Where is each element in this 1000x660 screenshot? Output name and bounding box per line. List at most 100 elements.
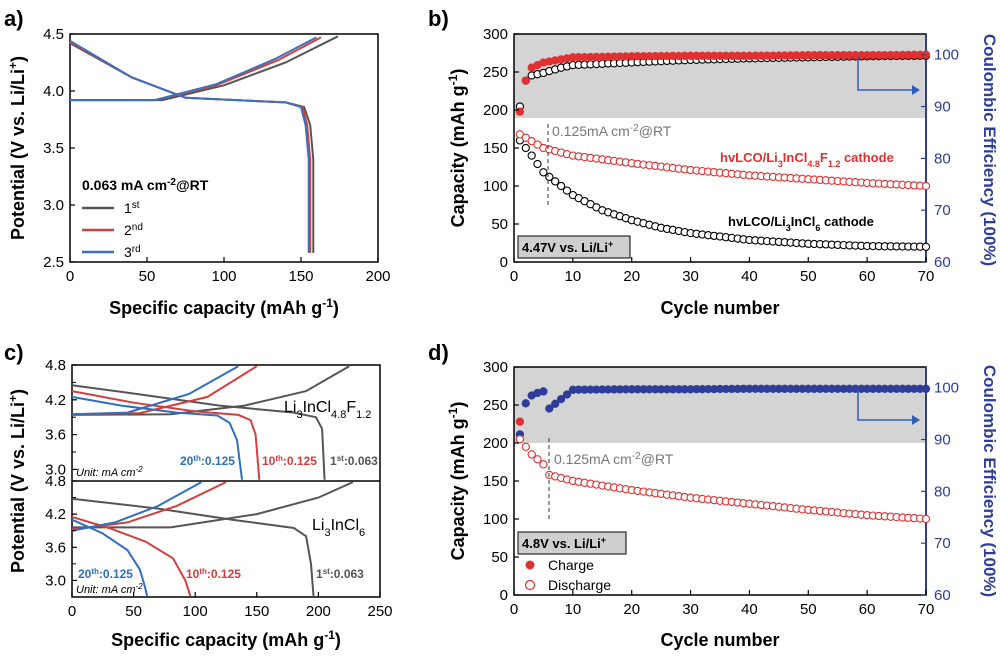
panel-a-xtick-label: 150: [288, 268, 313, 285]
panel-b-points: [515, 50, 931, 251]
panel-b-rate-annotation: 0.125mA cm-2@RT: [552, 123, 672, 140]
panel-d-ce-point: [539, 387, 548, 396]
panel-b-cl-discharge-point: [539, 168, 548, 177]
panel-a-legend-label: 3rd: [124, 244, 141, 261]
panel-a-legend-label: 1st: [124, 200, 140, 217]
panel-d-legend-discharge: Discharge: [548, 577, 611, 593]
panel-c-ylabel: Potential (V vs. Li/Li+): [6, 389, 28, 573]
panel-b-ytick-label: 150: [483, 140, 508, 157]
panel-b-yticks: 0 50 100 150 200 250 300: [483, 26, 519, 271]
panel-b-cl-discharge-point: [921, 242, 931, 251]
panel-b-ce-f-point: [521, 76, 530, 85]
panel-b-label-f-cathode: hvLCO/Li3InCl4.8F1.2 cathode: [720, 150, 894, 169]
panel-c-top-cycle-label: 10th:0.125: [262, 454, 317, 469]
panel-d-right-ytick-label: 90: [934, 432, 951, 449]
panel-a-charge-curve: [70, 36, 322, 102]
panel-b-ytick-label: 0: [500, 254, 508, 271]
panel-c-cycle-labels: 20th:0.125 20th:0.125 10th:0.125 10th:0.125…: [78, 454, 378, 582]
panel-a-discharge-curve: [69, 41, 312, 253]
panel-d-ytick-label: 0: [500, 587, 508, 604]
panel-b-xtick-label: 40: [741, 268, 758, 285]
panel-d-xtick-label: 60: [859, 601, 876, 618]
panel-c-top-ytick-label: 4.2: [45, 392, 66, 409]
panel-d-ce-point: [562, 390, 572, 399]
panel-c-bottom-ytick-label: 3.0: [45, 572, 66, 589]
panel-b-right-ytick-label: 100: [934, 47, 959, 64]
panel-b-f-discharge-point: [921, 181, 931, 191]
panel-a-charge-curve: [70, 35, 339, 102]
panel-d-ytick-label: 100: [483, 511, 508, 528]
panel-b-ylabel: Capacity (mAh g-1): [446, 69, 468, 228]
panel-d-ylabel: Capacity (mAh g-1): [446, 402, 468, 561]
panel-b-voltage-box: [517, 235, 631, 259]
panel-d-voltage-box: [517, 531, 627, 555]
panel-a: 0 50 100 150 200 2.5 3.0 3.5 4.0 4.5 Specific ca…: [6, 26, 391, 318]
panel-label-a: a): [4, 6, 24, 31]
panel-b-ytick-label: 250: [483, 64, 508, 81]
panel-b-voltage-label: 4.47V vs. Li/Li+: [522, 239, 613, 255]
panel-d-ytick-label: 200: [483, 435, 508, 452]
panel-c-bottom-charge-curve: [71, 481, 202, 532]
panel-b-xtick-label: 10: [565, 268, 582, 285]
panel-c-top-ytick-label: 3.0: [45, 461, 66, 478]
panel-c-yticks: 3.03.64.24.83.03.64.24.8: [45, 357, 77, 589]
panel-a-legend-title: 0.063 mA cm-2@RT: [82, 177, 209, 194]
panel-a-legend: 1st 2nd 3rd: [82, 200, 143, 261]
panel-label-d: d): [428, 340, 449, 365]
panel-c-xtick-label: 100: [183, 603, 208, 620]
panel-c-bottom-charge-curve: [72, 481, 354, 529]
panel-b-xtick-label: 30: [682, 268, 699, 285]
panel-b-xtick-label: 70: [918, 268, 935, 285]
panel-d-xtick-label: 20: [623, 601, 640, 618]
panel-d-xtick-label: 10: [565, 601, 582, 618]
panel-a-discharge-curve: [69, 42, 315, 253]
panel-c-xtick-label: 0: [68, 603, 76, 620]
panel-b-ytick-label: 50: [491, 216, 508, 233]
panel-d-rate-annotation: 0.125mA cm-2@RT: [554, 451, 674, 468]
panel-label-b: b): [428, 6, 449, 31]
panel-b-ytick-label: 300: [483, 26, 508, 43]
panel-a-xtick-label: 50: [139, 268, 156, 285]
panel-b-right-ytick-label: 90: [934, 99, 951, 116]
panel-c-bottom-ytick-label: 3.6: [45, 539, 66, 556]
panel-d-arrow-line: [857, 390, 912, 421]
panel-d-charge-point: [515, 417, 525, 426]
panel-c-bottom-discharge-curve: [71, 518, 149, 597]
panel-d-ytick-label: 250: [483, 397, 508, 414]
panel-c-curves: [71, 365, 354, 597]
panel-d-arrow-head: [912, 415, 920, 425]
panel-b-cl-discharge-point: [521, 143, 530, 153]
panel-d-ce-point: [921, 384, 931, 393]
panel-d-xtick-label: 0: [510, 601, 518, 618]
panel-c-bottom-cycle-label: 10th:0.125: [186, 567, 241, 582]
panel-c-bottom-ytick-label: 4.2: [45, 506, 66, 523]
panel-d-xtick-label: 50: [800, 601, 817, 618]
panel-d-discharge-point: [533, 455, 542, 464]
panel-a-xticks: 0 50 100 150 200: [66, 257, 391, 285]
panel-d-yticks: 0 50 100 150 200 250 300: [483, 359, 519, 604]
panel-c-unit-note-bottom: Unit: mA cm-2: [76, 582, 143, 597]
panel-b-f-discharge-point: [521, 133, 530, 142]
panel-d-xtick-label: 40: [741, 601, 758, 618]
panel-d-ytick-label: 50: [491, 549, 508, 566]
panel-b-cl-discharge-point: [527, 151, 536, 160]
panel-a-xtick-label: 200: [365, 268, 390, 285]
panel-a-ytick-label: 2.5: [43, 254, 64, 271]
panel-d-discharge-point: [521, 442, 530, 451]
panel-d-legend-charge-marker: [525, 560, 535, 570]
panel-a-curves: [69, 35, 339, 253]
panel-d-discharge-point: [921, 514, 931, 524]
panel-b-arrow-head: [912, 85, 920, 95]
panel-d-yticks-right: 60 70 80 90 100: [921, 380, 959, 604]
panel-a-ylabel: Potential (V vs. Li/Li+): [6, 56, 28, 240]
panel-d-ce-point: [551, 399, 560, 408]
panel-c-top-ytick-label: 3.6: [45, 427, 66, 444]
panel-d-right-ytick-label: 80: [934, 483, 951, 500]
panel-a-ytick-label: 3.5: [43, 140, 64, 157]
panel-d-xlabel: Cycle number: [660, 630, 779, 650]
panel-c-top-discharge-curve: [71, 384, 326, 480]
panel-d-shaded-region: [514, 367, 926, 443]
panel-b-ce-f-point: [515, 107, 525, 116]
